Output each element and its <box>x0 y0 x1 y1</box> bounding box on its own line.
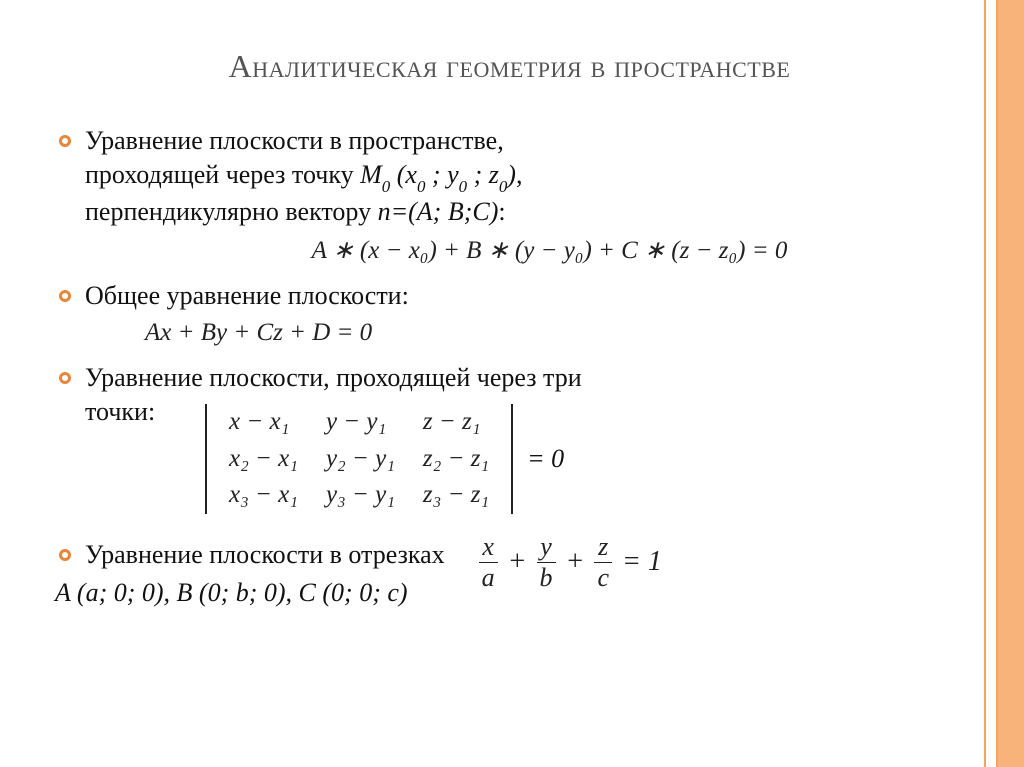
bullet-4-row: Уравнение плоскости в отрезках A (a; 0; … <box>55 538 964 608</box>
matrix-row: x₃ − x₁ y₃ − y₁ z₃ − z₁ <box>215 477 503 514</box>
bullet-3: Уравнение плоскости, проходящей через тр… <box>55 361 964 514</box>
determinant-matrix: x − x₁ y − y₁ z − z₁ x₂ − x₁ y₂ − y₁ z₂ … <box>215 404 503 514</box>
frac-x-a: x a <box>479 532 498 593</box>
det-bar-right <box>511 404 513 514</box>
bullet-2: Общее уравнение плоскости: <box>55 279 964 313</box>
equation-intercept: x a + y b + z c = 1 <box>475 532 662 593</box>
bullet-1-vector: n=(A; B;C) <box>378 197 499 226</box>
slide: Аналитическая геометрия в пространстве У… <box>0 0 1024 767</box>
equation-general: Ax + By + Cz + D = 0 <box>55 319 964 347</box>
bullet-list: Уравнение плоскости в пространстве, прох… <box>55 124 964 229</box>
frac-y-b: y b <box>537 532 556 593</box>
matrix-row: x − x₁ y − y₁ z − z₁ <box>215 404 503 441</box>
intercept-points: A (a; 0; 0), B (0; b; 0), C (0; 0; c) <box>55 578 445 608</box>
border-outer-stripe <box>998 0 1024 767</box>
bullet-1-line3-prefix: перпендикулярно вектору <box>85 197 378 226</box>
determinant-3points: x − x₁ y − y₁ z − z₁ x₂ − x₁ y₂ − y₁ z₂ … <box>205 404 564 514</box>
equation-point-normal: A ∗ (x − x₀) + B ∗ (y − y₀) + C ∗ (z − z… <box>55 235 964 265</box>
bullet-1: Уравнение плоскости в пространстве, прох… <box>55 124 964 229</box>
bullet-list-3: Уравнение плоскости, проходящей через тр… <box>55 361 964 514</box>
bullet-1-line2-prefix: проходящей через точку <box>85 160 360 189</box>
border-inner-stripe <box>984 0 998 767</box>
bullet-list-4: Уравнение плоскости в отрезках <box>55 538 445 572</box>
bullet-1-point-M: M0 (x0 ; y0 ; z0), <box>360 160 522 189</box>
bullet-1-line1: Уравнение плоскости в пространстве, <box>85 126 504 155</box>
det-equals-zero: = 0 <box>527 442 564 476</box>
det-bar-left <box>205 404 207 514</box>
matrix-row: x₂ − x₁ y₂ − y₁ z₂ − z₁ <box>215 441 503 478</box>
slide-title: Аналитическая геометрия в пространстве <box>55 45 964 88</box>
bullet-list-2: Общее уравнение плоскости: <box>55 279 964 313</box>
slide-content: Аналитическая геометрия в пространстве У… <box>55 45 964 747</box>
bullet-4: Уравнение плоскости в отрезках <box>55 538 445 572</box>
frac-z-c: z c <box>594 532 612 593</box>
